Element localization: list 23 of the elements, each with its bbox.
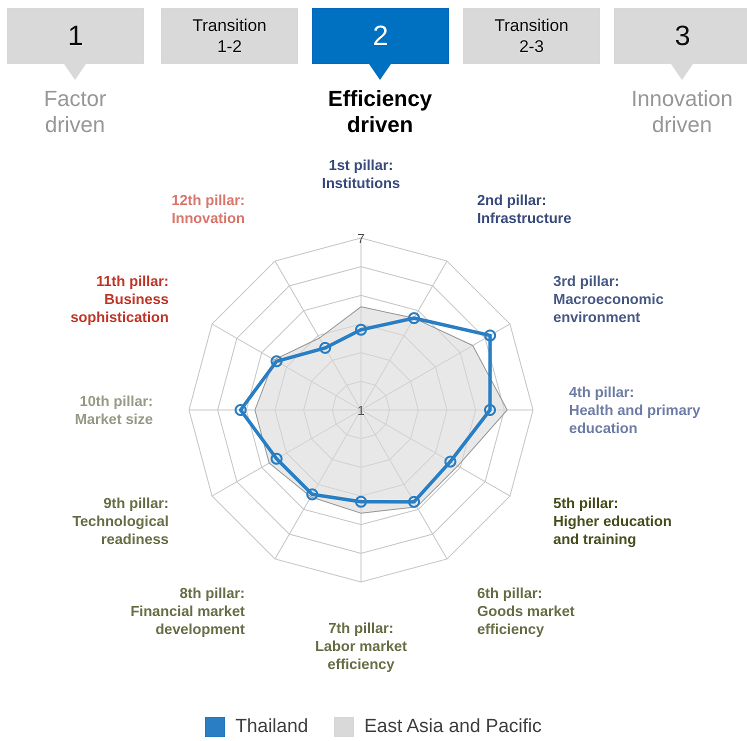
spoke-label: 10th pillar: Market size [74,394,153,428]
spoke-label: 12th pillar: Innovation [172,192,245,227]
spoke-label: 2nd pillar: Infrastructure [477,192,572,227]
spoke-label: 4th pillar: Health and primary education [569,385,700,437]
text: Transition 2-3 [494,15,568,57]
spoke-label: 7th pillar: Labor market efficiency [315,621,408,673]
text: Efficiency driven [327,86,433,138]
spoke-label: 9th pillar: Technological readiness [72,496,169,548]
text: 1 [68,20,84,51]
text: Innovation driven [630,86,734,138]
spoke-label: 1st pillar: Institutions [322,158,400,192]
text: Factor driven [42,86,108,138]
text: 2 [372,20,388,51]
spoke-label: 11th pillar: Business sophistication [70,274,169,326]
spoke-label: 6th pillar: Goods market efficiency [477,586,575,638]
text: 3 [674,20,690,51]
y-tick-label: 7 [357,231,365,246]
legend-label: East Asia and Pacific [364,716,542,738]
spoke-label: 8th pillar: Financial market development [130,586,246,638]
text: Transition 1-2 [192,15,266,57]
spoke-label: 5th pillar: Higher education and training [553,496,672,548]
spoke-label: 3rd pillar: Macroeconomic environment [553,274,664,326]
legend-label: Thailand [235,716,308,738]
